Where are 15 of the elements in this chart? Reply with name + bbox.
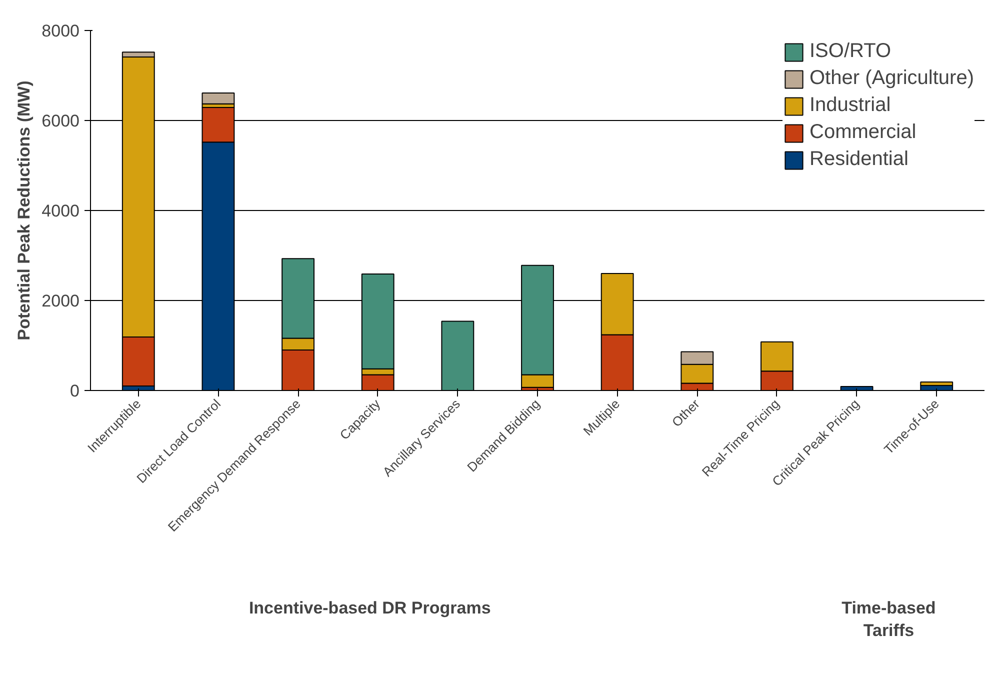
legend-label: Industrial [810, 94, 891, 117]
y-tick-label: 6000 [42, 112, 80, 130]
bar [202, 92, 235, 104]
bar [920, 381, 954, 386]
legend-label: ISO/RTO [810, 40, 892, 63]
legend-label: Commercial [810, 121, 916, 144]
text: Time-based Tariffs [842, 598, 936, 640]
legend-label: Residential [810, 148, 908, 171]
y-tick-label: 0 [70, 382, 80, 400]
y-axis-title: Potential Peak Reductions (MW) [14, 80, 34, 340]
y-tick-label: 4000 [42, 202, 80, 220]
legend-label: Other (Agriculture) [810, 67, 974, 90]
text: Incentive-based DR Programs [248, 598, 491, 618]
y-tick-label: 2000 [42, 292, 80, 310]
y-tick-label: 8000 [42, 22, 80, 40]
